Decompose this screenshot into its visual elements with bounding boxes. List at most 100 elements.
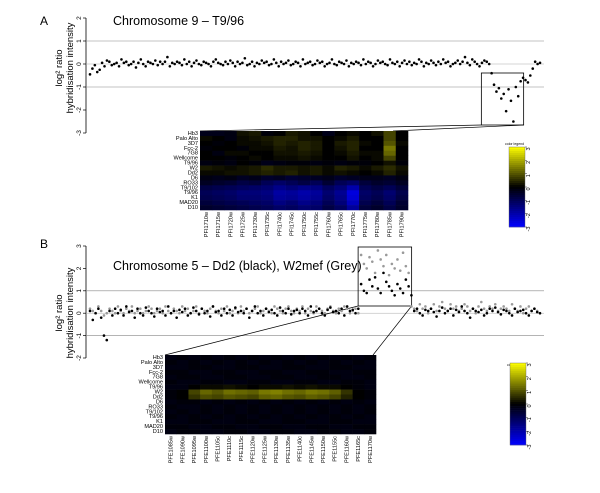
chart-b-point bbox=[225, 311, 229, 315]
chart-a-point bbox=[224, 60, 227, 63]
chart-b-point bbox=[253, 307, 257, 311]
chart-b-ytick-label: -2 bbox=[76, 355, 83, 361]
heatmap-b-cell bbox=[200, 394, 213, 400]
chart-a-point bbox=[137, 61, 140, 65]
chart-b-point bbox=[485, 309, 489, 313]
heatmap-b-cell bbox=[317, 374, 330, 380]
chart-b-point bbox=[194, 309, 198, 313]
chart-a-point bbox=[337, 60, 341, 63]
heatmap-a-colorbar-band bbox=[509, 205, 525, 208]
chart-b-point bbox=[108, 309, 111, 313]
heatmap-a-colorbar-band bbox=[509, 209, 525, 212]
heatmap-a-cell bbox=[212, 180, 225, 186]
heatmap-b-cell bbox=[282, 355, 295, 361]
chart-a-point bbox=[393, 62, 397, 66]
chart-a-point bbox=[439, 62, 443, 66]
heatmap-b-row-label: 3D7 bbox=[153, 365, 163, 371]
heatmap-b-cell bbox=[305, 374, 318, 380]
heatmap-a-cell bbox=[310, 155, 323, 161]
chart-a-point bbox=[141, 62, 145, 66]
chart-b-point bbox=[443, 311, 447, 315]
chart-a-point bbox=[180, 63, 184, 67]
heatmap-a-cell bbox=[346, 205, 360, 211]
chart-a-point bbox=[473, 60, 476, 63]
chart-a-point bbox=[265, 60, 268, 63]
heatmap-a-colorbar-band bbox=[509, 181, 525, 184]
chart-b-point bbox=[393, 293, 396, 297]
heatmap-b-cell bbox=[176, 404, 189, 410]
heatmap-a-colorbar-band bbox=[509, 191, 525, 194]
chart-a-point bbox=[487, 62, 491, 66]
heatmap-b-cell bbox=[270, 419, 283, 425]
heatmap-a-colorbar-band bbox=[509, 185, 525, 188]
heatmap-b-cell bbox=[282, 404, 295, 410]
heatmap-b-cell bbox=[270, 355, 283, 361]
chart-b-point bbox=[315, 309, 318, 313]
heatmap-a-cell bbox=[346, 135, 360, 142]
heatmap-b-cell bbox=[223, 355, 236, 361]
chart-b-point bbox=[482, 314, 486, 317]
heatmap-b-row-label: Palo Alto bbox=[141, 360, 163, 366]
chart-a-point bbox=[354, 60, 358, 63]
heatmap-a-cell bbox=[322, 180, 335, 186]
heatmap-a-cell bbox=[297, 165, 311, 171]
heatmap-a-cell bbox=[285, 160, 299, 166]
heatmap-b-cell bbox=[258, 374, 271, 380]
panel-a-title: Chromosome 9 – T9/96 bbox=[113, 14, 244, 28]
heatmap-b-cell bbox=[188, 394, 201, 400]
chart-b-point bbox=[482, 307, 486, 311]
heatmap-a-colorbar-tick-label: 2 bbox=[526, 161, 532, 164]
chart-b-point bbox=[379, 291, 382, 295]
heatmap-a-cell bbox=[334, 150, 348, 156]
heatmap-a-row-label: T9/96 bbox=[184, 190, 198, 196]
chart-b-point bbox=[133, 316, 137, 319]
heatmap-b-cell bbox=[317, 369, 330, 376]
heatmap-b-colorbar-band bbox=[510, 436, 526, 440]
heatmap-a-cell bbox=[322, 160, 335, 166]
heatmap-a-cell bbox=[248, 170, 262, 176]
chart-a-point bbox=[117, 65, 121, 68]
heatmap-a-col-label: PFI1780w bbox=[375, 211, 381, 237]
heatmap-a-colorbar-band bbox=[509, 159, 525, 162]
chart-a-point bbox=[524, 78, 527, 82]
heatmap-b-cell bbox=[176, 384, 189, 390]
heatmap-a-cell bbox=[395, 185, 409, 191]
heatmap-b-cell bbox=[340, 414, 353, 420]
heatmap-b-colorbar-band bbox=[510, 412, 526, 415]
heatmap-a-cell bbox=[359, 155, 372, 161]
heatmap-a-colorbar-band bbox=[509, 177, 525, 180]
chart-a-point bbox=[161, 62, 164, 66]
heatmap-a-row-label: Wellcome bbox=[174, 156, 198, 162]
chart-a-point bbox=[209, 65, 213, 68]
chart-b-point bbox=[284, 307, 287, 311]
chart-a-point bbox=[461, 60, 464, 63]
heatmap-b-col-label: PFE1095w bbox=[192, 435, 198, 463]
heatmap-b-cell bbox=[200, 424, 213, 430]
chart-b-point bbox=[491, 309, 494, 313]
chart-a-point bbox=[163, 60, 167, 63]
chart-b-point bbox=[298, 311, 301, 315]
heatmap-a-cell bbox=[285, 150, 299, 156]
heatmap-a-cell bbox=[236, 190, 250, 196]
chart-b-point bbox=[203, 309, 206, 313]
chart-b-point bbox=[113, 311, 117, 315]
heatmap-b-colorbar-band bbox=[510, 432, 526, 436]
heatmap-a-row-label: Palo Alto bbox=[176, 136, 198, 142]
heatmap-a-cell bbox=[359, 200, 372, 206]
chart-a-point bbox=[514, 85, 518, 89]
heatmap-b-cell bbox=[211, 429, 224, 435]
chart-a-point bbox=[420, 60, 423, 63]
heatmap-a-cell bbox=[261, 185, 274, 191]
heatmap-a-colorbar-band bbox=[509, 193, 525, 196]
chart-a-point bbox=[299, 65, 302, 68]
heatmap-b-cell bbox=[176, 364, 189, 371]
heatmap-a-cell bbox=[297, 135, 311, 142]
heatmap-b-cell bbox=[247, 404, 260, 410]
heatmap-b-row-label: W2 bbox=[155, 390, 163, 396]
heatmap-b-cell bbox=[364, 374, 377, 380]
chart-a-point bbox=[509, 99, 513, 103]
chart-b-point bbox=[329, 306, 332, 309]
heatmap-a-cell bbox=[346, 140, 360, 147]
heatmap-b-colorbar-band bbox=[510, 418, 526, 421]
heatmap-b-cell bbox=[247, 374, 260, 380]
